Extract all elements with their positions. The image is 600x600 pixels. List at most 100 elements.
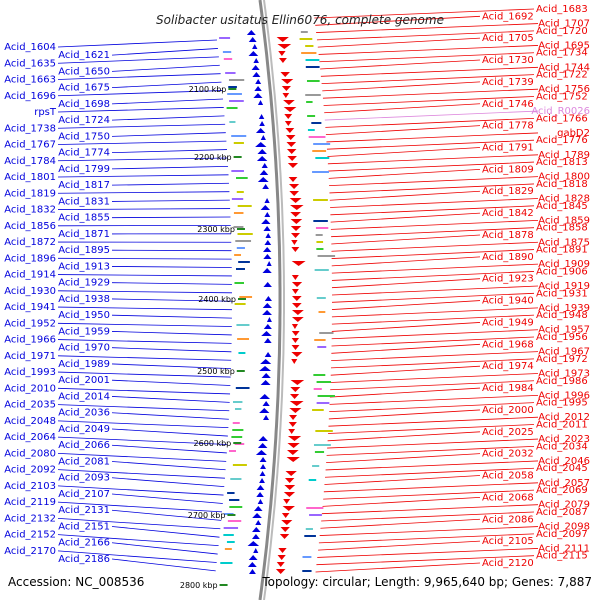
left-label-connector (111, 298, 233, 302)
plus-strand-feature (252, 513, 262, 518)
minus-strand-feature (278, 51, 286, 56)
right-label-connector (323, 489, 535, 500)
minus-strand-feature (284, 478, 295, 483)
right-label-connector (319, 526, 539, 536)
right-label-connector (327, 438, 539, 449)
right-label-connector (323, 482, 539, 493)
right-label-connector (331, 256, 481, 267)
minus-strand-feature (278, 58, 287, 63)
right-label-connector (328, 168, 481, 179)
left-label-connector (57, 387, 231, 395)
cog-feature-left (234, 282, 244, 284)
cog-feature-left (230, 478, 242, 480)
gene-label-right: Acid_1752 (536, 91, 588, 102)
minus-strand-feature (286, 142, 297, 147)
gene-label-right: Acid_1845 (536, 201, 588, 212)
right-label-connector (329, 176, 539, 187)
cog-feature-right (313, 374, 326, 376)
gene-label-left: Acid_1604 (4, 42, 56, 53)
gene-label-right: Acid_1957 (538, 325, 590, 336)
plus-strand-feature (255, 128, 266, 133)
right-label-connector (331, 271, 535, 281)
plus-strand-feature (260, 359, 272, 364)
gene-label-left: Acid_1930 (4, 286, 56, 297)
gene-label-right: Acid_1909 (538, 259, 590, 270)
plus-strand-feature (263, 254, 272, 259)
minus-strand-feature (287, 163, 299, 168)
plus-strand-feature (264, 198, 270, 203)
left-label-connector (57, 306, 232, 311)
cog-feature-right (301, 52, 317, 54)
right-label-connector (330, 373, 539, 383)
plus-strand-feature (266, 261, 272, 266)
gene-label-right: Acid_2012 (538, 412, 590, 423)
gene-label-right: Acid_R0026 (531, 106, 590, 117)
plus-strand-feature (263, 324, 272, 329)
minus-strand-feature (291, 345, 300, 350)
gene-label-right: Acid_2069 (536, 485, 588, 496)
plus-strand-feature (257, 443, 268, 448)
gene-label-left: Acid_1896 (4, 253, 56, 264)
gene-label-left: Acid_1941 (4, 302, 56, 313)
left-label-connector (57, 485, 224, 496)
cog-feature-right (305, 66, 320, 68)
cog-feature-right (307, 129, 315, 131)
gene-label-left: Acid_2048 (4, 416, 56, 427)
gene-label-left: Acid_1938 (58, 294, 110, 305)
cog-feature-right (313, 199, 328, 201)
right-label-connector (330, 205, 535, 216)
cog-feature-left (239, 296, 253, 298)
plus-strand-feature (258, 436, 268, 441)
gene-label-right: Acid_1967 (538, 347, 590, 358)
cog-feature-left (228, 79, 245, 81)
cog-feature-left (233, 142, 244, 144)
gene-label-left: Acid_1767 (4, 140, 56, 151)
left-label-connector (57, 436, 228, 445)
minus-strand-feature (291, 310, 304, 315)
gene-label-right: gabD2 (557, 128, 590, 139)
plus-strand-feature (256, 492, 264, 497)
right-label-connector (324, 103, 481, 114)
gene-label-right: Acid_1968 (482, 339, 534, 350)
right-label-connector (326, 139, 535, 150)
right-label-connector (328, 424, 535, 434)
gene-label-right: Acid_1722 (536, 70, 588, 81)
plus-strand-feature (259, 394, 271, 399)
cog-feature-left (236, 247, 245, 249)
gene-label-left: Acid_1675 (58, 83, 110, 94)
gene-label-right: Acid_1791 (482, 143, 534, 154)
minus-strand-feature (290, 219, 303, 224)
right-label-connector (331, 329, 539, 340)
gene-label-right: Acid_1828 (538, 194, 590, 205)
right-label-connector (328, 416, 539, 427)
cog-feature-right (316, 241, 324, 243)
cog-feature-right (306, 101, 313, 103)
minus-strand-feature (287, 156, 297, 161)
gene-label-left: Acid_1750 (58, 131, 110, 142)
cog-feature-left (237, 338, 250, 340)
cog-feature-left (232, 401, 243, 403)
minus-strand-feature (287, 443, 300, 448)
cog-feature-right (318, 311, 326, 313)
right-label-connector (316, 555, 535, 566)
gene-label-left: Acid_1831 (58, 196, 110, 207)
cog-feature-left (238, 352, 246, 354)
cog-feature-left (226, 541, 235, 543)
cog-feature-left (237, 205, 252, 207)
right-label-connector (325, 467, 535, 478)
gene-label-right: Acid_2045 (536, 463, 588, 474)
gene-label-left: Acid_1696 (4, 91, 56, 102)
gene-label-right: Acid_1692 (482, 11, 534, 22)
minus-strand-feature (291, 324, 299, 329)
plus-strand-feature (260, 135, 266, 140)
gene-label-right: Acid_2057 (538, 478, 590, 489)
genome-backbone (258, 0, 285, 600)
gene-label-right: Acid_1766 (536, 113, 588, 124)
minus-strand-feature (291, 317, 304, 322)
minus-strand-feature (277, 44, 292, 49)
gene-label-right: Acid_2068 (482, 492, 534, 503)
gene-label-right: Acid_1859 (538, 215, 590, 226)
gene-label-left: Acid_1993 (4, 367, 56, 378)
cog-feature-right (306, 80, 320, 82)
gene-label-right: Acid_1707 (538, 19, 590, 30)
